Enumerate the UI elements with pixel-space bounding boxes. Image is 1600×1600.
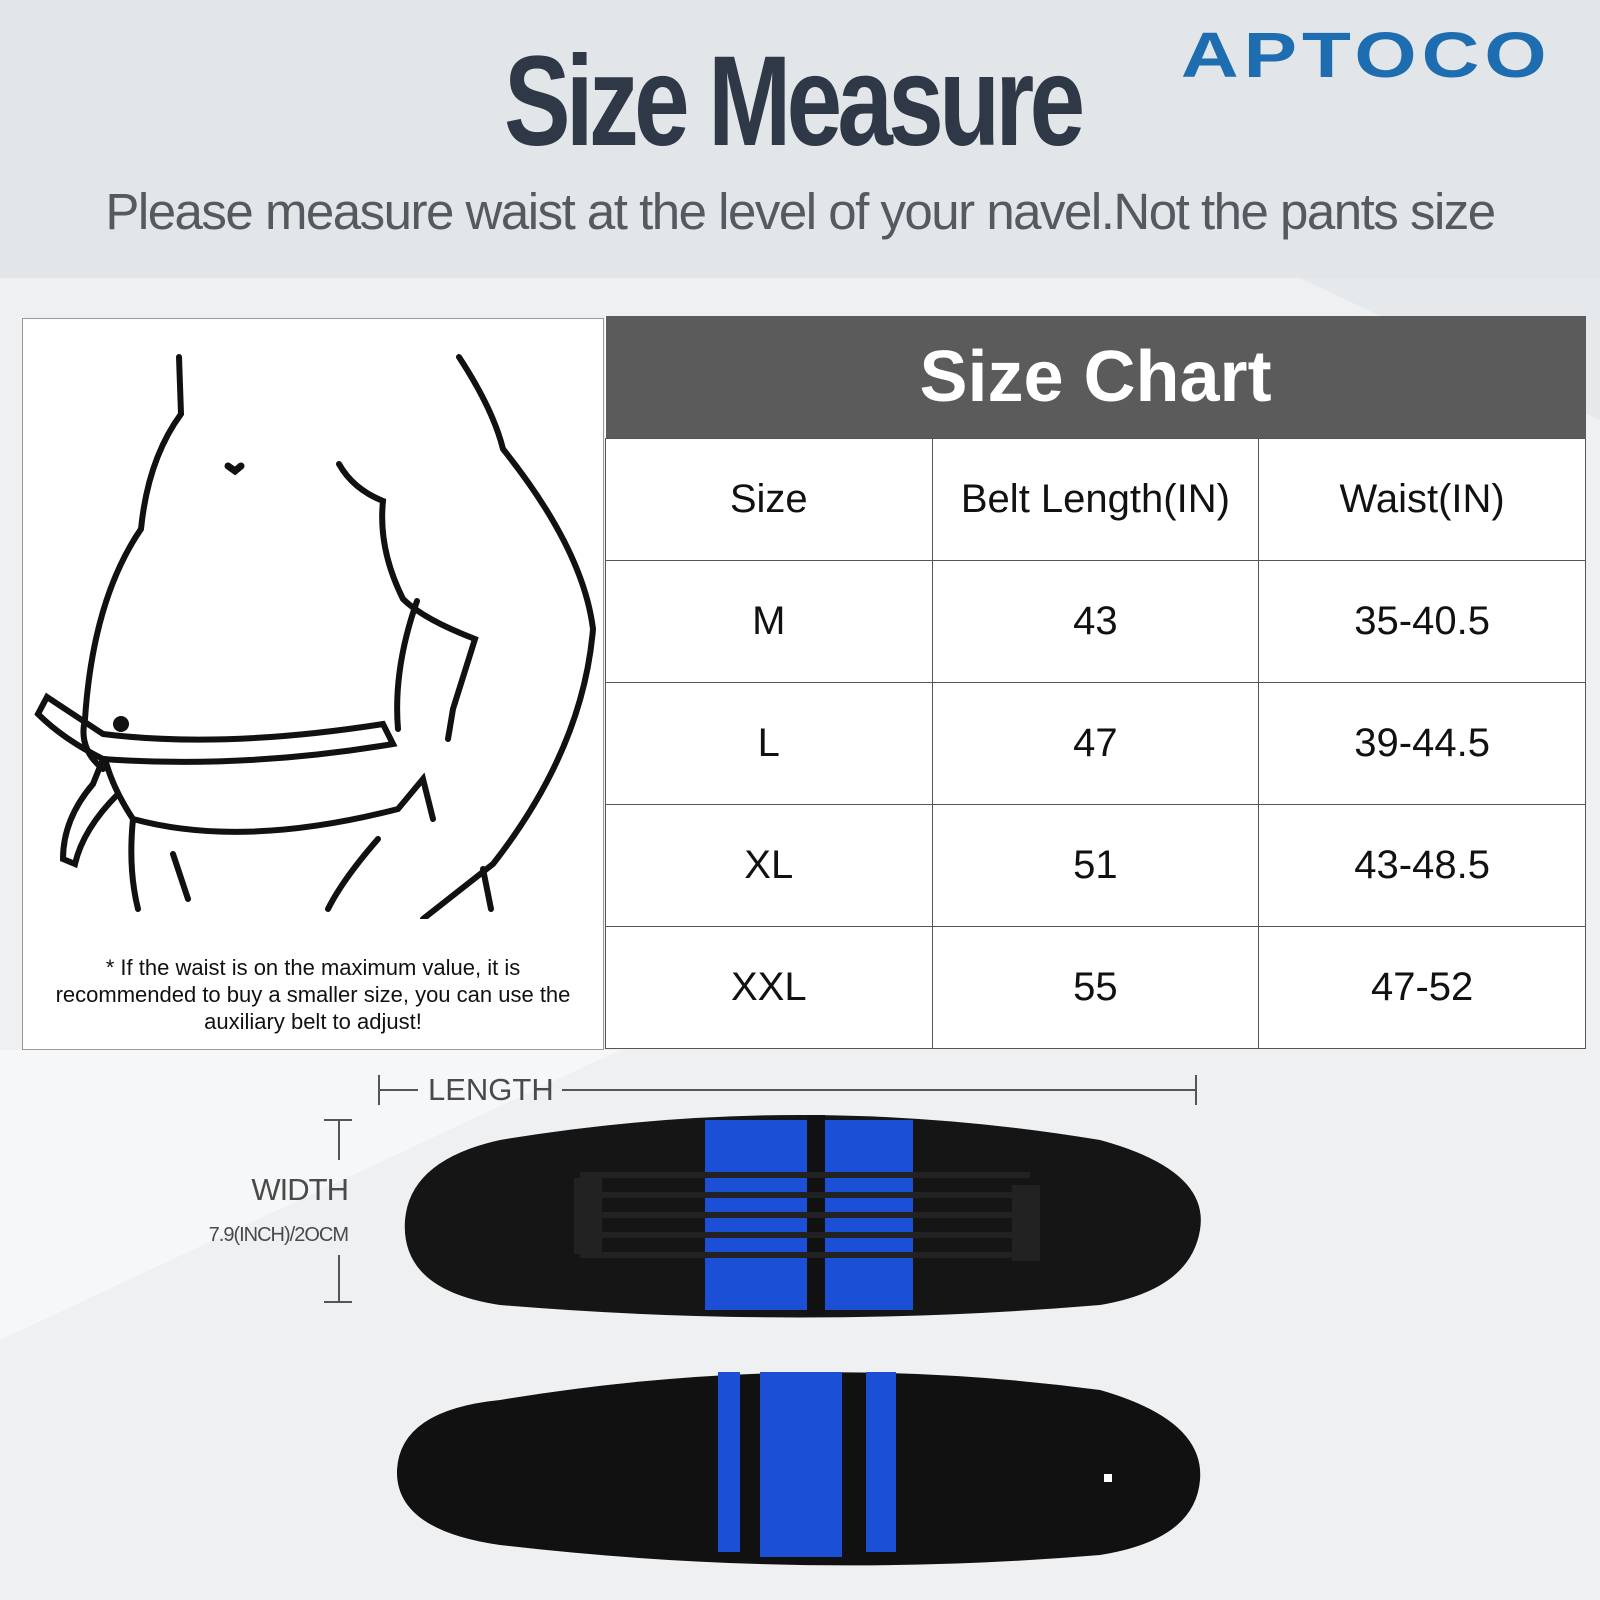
size-chart-table: Size Chart Size Belt Length(IN) Waist(IN… bbox=[605, 316, 1586, 1049]
sizing-note: * If the waist is on the maximum value, … bbox=[55, 955, 571, 1034]
cell: L bbox=[605, 681, 933, 805]
table-row: XL 51 43-48.5 bbox=[605, 803, 1586, 927]
header-band: Size Measure APTOCO Please measure waist… bbox=[0, 0, 1600, 278]
table-row: M 43 35-40.5 bbox=[605, 559, 1586, 683]
cell: 47-52 bbox=[1258, 925, 1586, 1049]
table-row: XXL 55 47-52 bbox=[605, 925, 1586, 1049]
waist-illustration-panel: * If the waist is on the maximum value, … bbox=[22, 318, 604, 1050]
torso-measuring-tape-illustration bbox=[34, 354, 597, 919]
width-label: WIDTH bbox=[251, 1172, 349, 1207]
cell: M bbox=[605, 559, 933, 683]
length-label: LENGTH bbox=[428, 1072, 554, 1107]
cell: 43 bbox=[931, 559, 1260, 683]
cell: 43-48.5 bbox=[1258, 803, 1586, 927]
size-chart-title: Size Chart bbox=[605, 316, 1586, 438]
table-row: L 47 39-44.5 bbox=[605, 681, 1586, 805]
cell: 35-40.5 bbox=[1258, 559, 1586, 683]
navel-dot bbox=[113, 716, 129, 732]
cell: XL bbox=[605, 803, 933, 927]
column-header: Size bbox=[605, 437, 933, 561]
cell: 39-44.5 bbox=[1258, 681, 1586, 805]
cell: 55 bbox=[931, 925, 1260, 1049]
subtitle: Please measure waist at the level of you… bbox=[105, 183, 1496, 240]
table-header-row: Size Belt Length(IN) Waist(IN) bbox=[605, 437, 1586, 561]
cell: 47 bbox=[931, 681, 1260, 805]
column-header: Waist(IN) bbox=[1258, 437, 1586, 561]
width-value: 7.9(INCH)/2OCM bbox=[208, 1224, 349, 1246]
brand-logo: APTOCO bbox=[1181, 19, 1552, 91]
column-header: Belt Length(IN) bbox=[931, 437, 1260, 561]
page-title: Size Measure bbox=[503, 30, 1085, 173]
